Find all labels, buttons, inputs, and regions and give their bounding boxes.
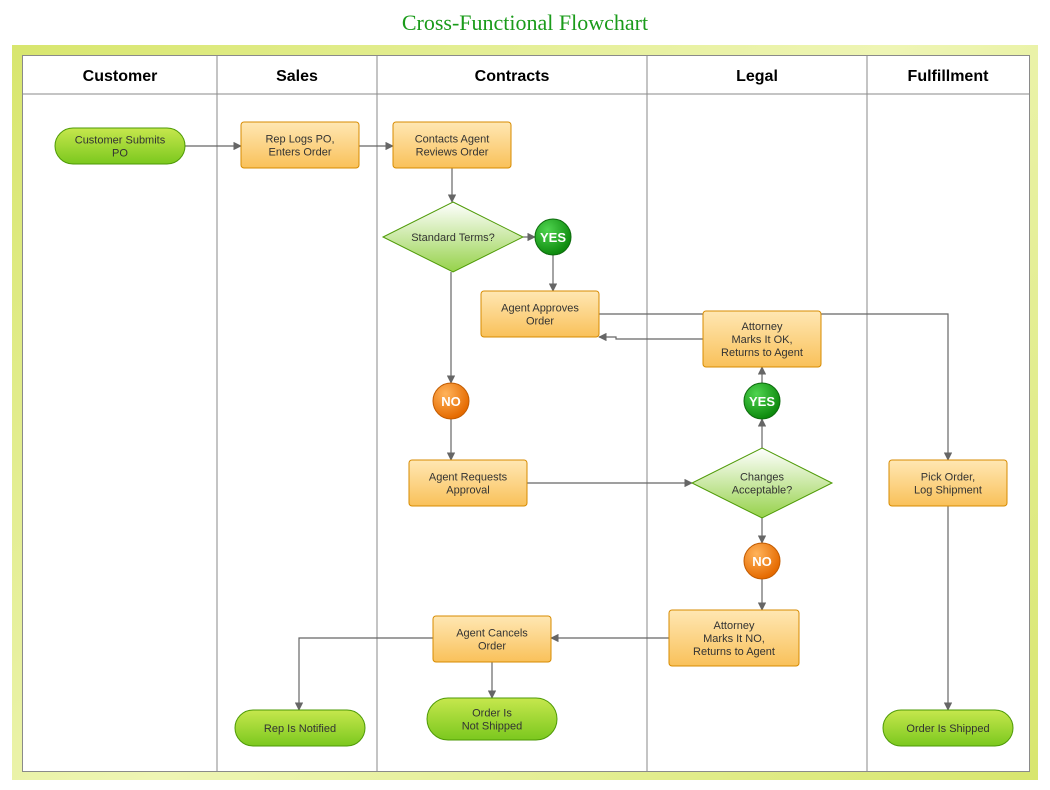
flowchart-outer: Cross-Functional Flowchart	[0, 0, 1050, 790]
node-n_no2: NO	[744, 543, 780, 579]
svg-text:Agent Approves: Agent Approves	[501, 303, 579, 315]
svg-text:Not Shipped: Not Shipped	[462, 721, 523, 733]
svg-text:Attorney: Attorney	[742, 321, 783, 333]
svg-text:NO: NO	[752, 554, 772, 569]
node-n_notship: Order IsNot Shipped	[427, 698, 557, 740]
svg-text:Agent Requests: Agent Requests	[429, 472, 508, 484]
node-n_yes1: YES	[535, 219, 571, 255]
svg-text:PO: PO	[112, 148, 128, 160]
chart-canvas: Customer Sales Contracts Legal Fulfillment C…	[22, 55, 1030, 772]
svg-text:Approval: Approval	[446, 485, 489, 497]
node-n_shipped: Order Is Shipped	[883, 710, 1013, 746]
flowchart-svg: Customer Sales Contracts Legal Fulfillment C…	[23, 56, 1029, 771]
svg-text:Marks It NO,: Marks It NO,	[703, 633, 765, 645]
svg-text:Contacts Agent: Contacts Agent	[415, 134, 490, 146]
svg-text:Customer Submits: Customer Submits	[75, 135, 166, 147]
svg-text:Order: Order	[526, 316, 554, 328]
svg-text:Rep Logs PO,: Rep Logs PO,	[265, 134, 334, 146]
node-n_attno: AttorneyMarks It NO,Returns to Agent	[669, 610, 799, 666]
svg-text:Reviews Order: Reviews Order	[416, 147, 489, 159]
chart-title: Cross-Functional Flowchart	[0, 10, 1050, 36]
lane-header-customer: Customer	[83, 68, 158, 85]
node-n_contacts: Contacts AgentReviews Order	[393, 122, 511, 168]
edge-6	[599, 337, 703, 339]
node-n_no1: NO	[433, 383, 469, 419]
svg-text:Standard Terms?: Standard Terms?	[411, 232, 495, 244]
node-n_approve: Agent ApprovesOrder	[481, 291, 599, 337]
svg-text:Order: Order	[478, 641, 506, 653]
svg-text:Returns to Agent: Returns to Agent	[721, 347, 803, 359]
svg-text:Rep Is Notified: Rep Is Notified	[264, 723, 336, 735]
lane-header-legal: Legal	[736, 68, 778, 85]
lane-header-contracts: Contracts	[475, 68, 550, 85]
svg-text:YES: YES	[540, 230, 566, 245]
node-n_pick: Pick Order,Log Shipment	[889, 460, 1007, 506]
lane-header-sales: Sales	[276, 68, 318, 85]
svg-text:Enters Order: Enters Order	[269, 147, 332, 159]
node-n_request: Agent RequestsApproval	[409, 460, 527, 506]
svg-text:Changes: Changes	[740, 472, 785, 484]
svg-text:Acceptable?: Acceptable?	[732, 485, 793, 497]
svg-text:YES: YES	[749, 394, 775, 409]
node-n_submit: Customer SubmitsPO	[55, 128, 185, 164]
svg-text:Order Is: Order Is	[472, 708, 512, 720]
svg-text:Order Is Shipped: Order Is Shipped	[906, 723, 989, 735]
svg-text:Pick Order,: Pick Order,	[921, 472, 975, 484]
chart-frame: Customer Sales Contracts Legal Fulfillment C…	[12, 45, 1038, 780]
svg-text:Returns to Agent: Returns to Agent	[693, 646, 775, 658]
svg-text:Log Shipment: Log Shipment	[914, 485, 982, 497]
svg-text:NO: NO	[441, 394, 461, 409]
node-n_attok: AttorneyMarks It OK,Returns to Agent	[703, 311, 821, 367]
svg-text:Agent Cancels: Agent Cancels	[456, 628, 528, 640]
node-n_yes2: YES	[744, 383, 780, 419]
svg-text:Marks It OK,: Marks It OK,	[731, 334, 792, 346]
node-n_replogs: Rep Logs PO,Enters Order	[241, 122, 359, 168]
node-n_dec1: Standard Terms?	[383, 202, 523, 272]
node-n_dec2: ChangesAcceptable?	[692, 448, 832, 518]
edge-15	[299, 638, 433, 710]
lane-header-fulfillment: Fulfillment	[908, 68, 990, 85]
node-n_repnot: Rep Is Notified	[235, 710, 365, 746]
node-n_cancel: Agent CancelsOrder	[433, 616, 551, 662]
svg-text:Attorney: Attorney	[714, 620, 755, 632]
